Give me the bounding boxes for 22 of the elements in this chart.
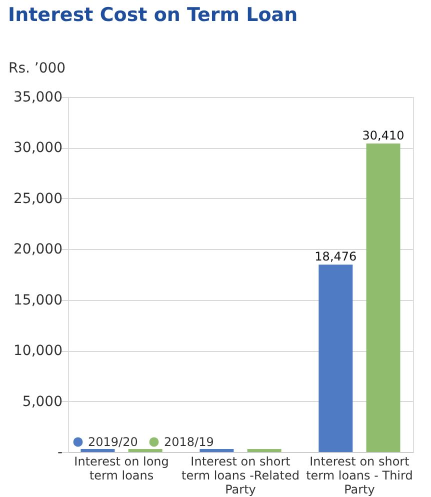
- legend-label: 2019/20: [88, 435, 138, 449]
- bar: [247, 448, 282, 452]
- y-tick-label: 35,000: [14, 90, 62, 106]
- y-tick-label: 15,000: [14, 292, 62, 308]
- data-label: 18,476: [314, 250, 357, 264]
- y-axis-title: Rs. ’000: [8, 60, 66, 76]
- data-label: 30,410: [362, 128, 404, 143]
- bar: [80, 448, 115, 452]
- y-tick-label: 30,000: [14, 140, 62, 156]
- x-tick-label: Interest on long term loans: [74, 454, 169, 482]
- x-tick-label: Interest on short term loans - Third Party: [306, 454, 413, 496]
- y-tick-label: 25,000: [14, 190, 62, 207]
- chart-title: Interest Cost on Term Loan: [8, 4, 298, 26]
- bar: [318, 264, 353, 452]
- y-tick-label: 20,000: [14, 242, 62, 258]
- y-tick-label: -: [57, 444, 62, 460]
- x-tick-label: Interest on short term loans -Related Party: [182, 454, 300, 496]
- bar: [200, 448, 234, 452]
- y-tick-label: 5,000: [22, 394, 62, 410]
- y-tick-label: 10,000: [14, 343, 62, 360]
- legend-label: 2018/19: [164, 435, 214, 449]
- bar: [366, 144, 400, 452]
